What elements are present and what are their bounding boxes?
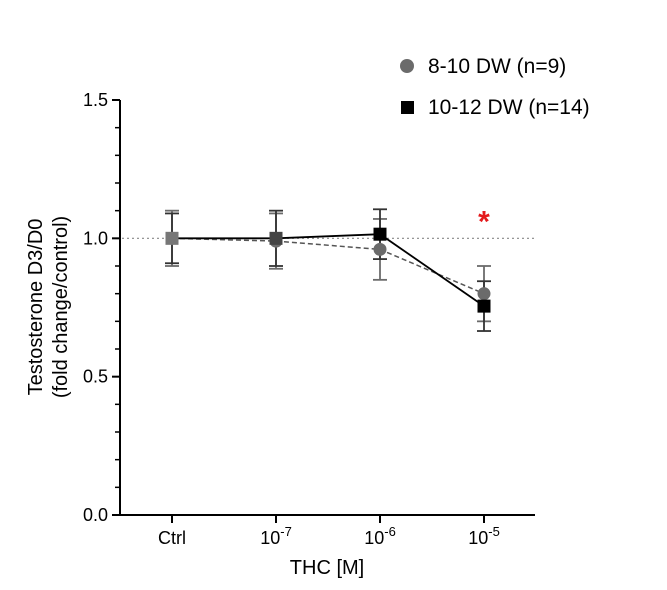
- y-axis-title-line2: (fold change/control): [50, 216, 72, 398]
- x-tick-label: 10-5: [468, 524, 500, 548]
- series-line: [172, 233, 485, 307]
- legend: 8-10 DW (n=9) 10-12 DW (n=14): [400, 55, 590, 119]
- x-tick-label: 10-7: [260, 524, 292, 548]
- series-lines: [171, 233, 485, 307]
- plot-series: [165, 208, 491, 332]
- legend-label-8-10-dw: 8-10 DW (n=9): [428, 55, 566, 78]
- y-axis-title-line1: Testosterone D3/D0: [25, 219, 47, 396]
- data-point-square: [477, 299, 491, 313]
- y-tick-label: 1.5: [83, 90, 108, 110]
- data-point-square: [165, 231, 179, 245]
- y-tick-label: 0.0: [83, 505, 108, 525]
- x-axis: Ctrl 10-7 10-6 10-5: [120, 514, 535, 548]
- data-point-square: [373, 227, 387, 241]
- data-point-circle: [373, 242, 387, 256]
- error-bars: [165, 208, 491, 332]
- annotation-layer: *: [478, 205, 490, 238]
- x-tick-label: 10-6: [364, 524, 396, 548]
- data-point-square: [269, 231, 283, 245]
- x-tick-label: Ctrl: [158, 528, 186, 548]
- legend-label-10-12-dw: 10-12 DW (n=14): [428, 96, 590, 119]
- data-markers: [165, 227, 491, 313]
- legend-marker-10-12-dw: [401, 101, 414, 114]
- y-tick-label: 1.0: [83, 228, 108, 248]
- legend-marker-8-10-dw: [400, 59, 414, 73]
- x-axis-title: THC [M]: [290, 557, 364, 579]
- series-line: [171, 237, 485, 295]
- y-axis: 0.0 0.5 1.0 1.5: [83, 90, 121, 525]
- significance-asterisk: *: [478, 205, 490, 238]
- y-tick-label: 0.5: [83, 367, 108, 387]
- data-point-circle: [477, 287, 491, 301]
